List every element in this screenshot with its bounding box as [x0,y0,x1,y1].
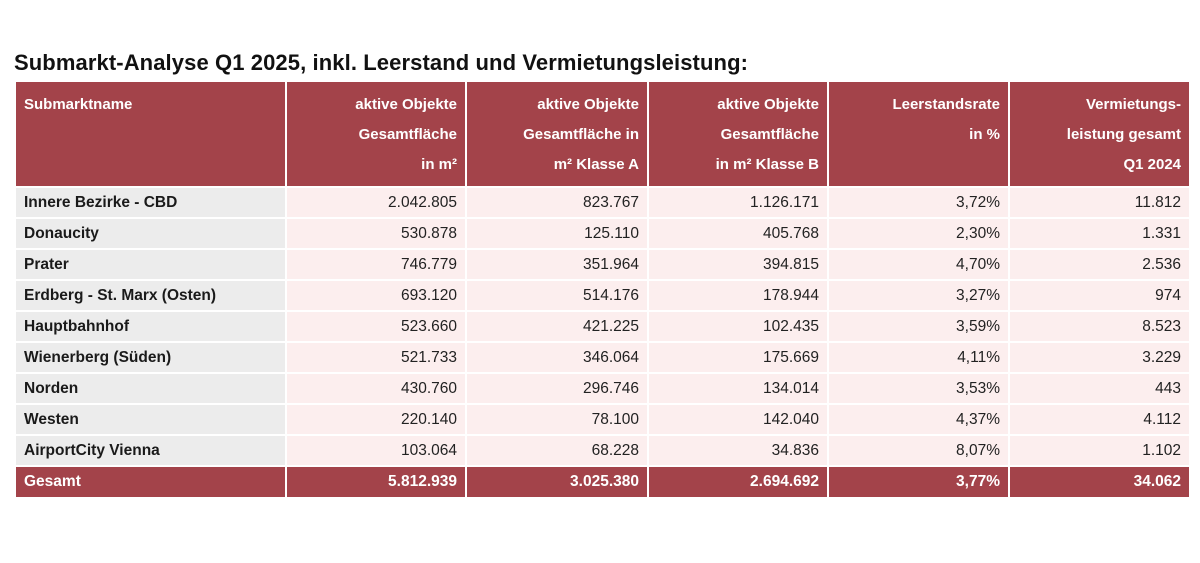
cell-submarktname: Hauptbahnhof [14,310,287,343]
table-row: Hauptbahnhof 523.660 421.225 102.435 3,5… [14,310,1191,343]
cell-total: 521.733 [285,341,467,374]
cell-leerstand: 8,07% [827,434,1010,467]
cell-leerstand: 4,37% [827,403,1010,436]
cell-submarktname: Wienerberg (Süden) [14,341,287,374]
header-line: Gesamtfläche in [523,126,639,143]
cell-vermietung: 3.229 [1008,341,1191,374]
cell-total: 523.660 [285,310,467,343]
cell-klasse-b: 178.944 [647,279,829,312]
cell-leerstand: 4,70% [827,248,1010,281]
cell-submarktname: Donaucity [14,217,287,250]
cell-submarktname: Prater [14,248,287,281]
cell-klasse-a: 514.176 [465,279,649,312]
cell-klasse-b: 405.768 [647,217,829,250]
table-row: Innere Bezirke - CBD 2.042.805 823.767 1… [14,186,1191,219]
cell-klasse-a: 296.746 [465,372,649,405]
submarket-table: Submarktname aktive Objekte Gesamtfläche… [14,80,1191,499]
cell-total: 430.760 [285,372,467,405]
total-label: Gesamt [14,465,287,499]
cell-total: 103.064 [285,434,467,467]
cell-leerstand: 2,30% [827,217,1010,250]
header-line: in m² [421,156,457,173]
table-row: Donaucity 530.878 125.110 405.768 2,30% … [14,217,1191,250]
total-klasse-b: 2.694.692 [647,465,829,499]
cell-leerstand: 3,53% [827,372,1010,405]
cell-submarktname: Erdberg - St. Marx (Osten) [14,279,287,312]
cell-vermietung: 443 [1008,372,1191,405]
cell-klasse-a: 78.100 [465,403,649,436]
cell-vermietung: 1.331 [1008,217,1191,250]
page-title: Submarkt-Analyse Q1 2025, inkl. Leerstan… [14,50,749,75]
cell-submarktname: AirportCity Vienna [14,434,287,467]
cell-klasse-b: 1.126.171 [647,186,829,219]
total-leerstand: 3,77% [827,465,1010,499]
total-gesamtflaeche: 5.812.939 [285,465,467,499]
header-vermietungsleistung: Vermietungs- leistung gesamt Q1 2024 [1008,80,1191,188]
cell-klasse-a: 421.225 [465,310,649,343]
table-row: Erdberg - St. Marx (Osten) 693.120 514.1… [14,279,1191,312]
cell-vermietung: 974 [1008,279,1191,312]
cell-klasse-b: 34.836 [647,434,829,467]
cell-leerstand: 3,72% [827,186,1010,219]
header-line: m² Klasse A [553,156,639,173]
cell-total: 220.140 [285,403,467,436]
total-row: Gesamt 5.812.939 3.025.380 2.694.692 3,7… [14,465,1191,499]
header-line: in m² Klasse B [715,156,819,173]
header-klasse-b: aktive Objekte Gesamtfläche in m² Klasse… [647,80,829,188]
cell-vermietung: 2.536 [1008,248,1191,281]
cell-klasse-a: 351.964 [465,248,649,281]
header-row: Submarktname aktive Objekte Gesamtfläche… [14,80,1191,188]
header-leerstandsrate: Leerstandsrate in % [827,80,1010,188]
header-line: aktive Objekte [717,96,819,113]
cell-klasse-b: 175.669 [647,341,829,374]
total-vermietung: 34.062 [1008,465,1191,499]
total-klasse-a: 3.025.380 [465,465,649,499]
cell-vermietung: 1.102 [1008,434,1191,467]
header-submarktname: Submarktname [14,80,287,188]
cell-klasse-b: 142.040 [647,403,829,436]
header-line: Submarktname [24,96,133,113]
cell-submarktname: Norden [14,372,287,405]
cell-submarktname: Innere Bezirke - CBD [14,186,287,219]
cell-vermietung: 8.523 [1008,310,1191,343]
header-line: Gesamtfläche [358,126,457,143]
table-row: Norden 430.760 296.746 134.014 3,53% 443 [14,372,1191,405]
cell-total: 530.878 [285,217,467,250]
cell-leerstand: 3,27% [827,279,1010,312]
cell-klasse-b: 394.815 [647,248,829,281]
cell-klasse-a: 346.064 [465,341,649,374]
header-gesamtflaeche: aktive Objekte Gesamtfläche in m² [285,80,467,188]
cell-vermietung: 11.812 [1008,186,1191,219]
table-row: Prater 746.779 351.964 394.815 4,70% 2.5… [14,248,1191,281]
cell-klasse-a: 125.110 [465,217,649,250]
table-row: Westen 220.140 78.100 142.040 4,37% 4.11… [14,403,1191,436]
cell-total: 2.042.805 [285,186,467,219]
header-line: Gesamtfläche [720,126,819,143]
cell-klasse-b: 134.014 [647,372,829,405]
header-line: aktive Objekte [537,96,639,113]
header-klasse-a: aktive Objekte Gesamtfläche in m² Klasse… [465,80,649,188]
cell-total: 693.120 [285,279,467,312]
cell-klasse-b: 102.435 [647,310,829,343]
cell-leerstand: 4,11% [827,341,1010,374]
table-row: Wienerberg (Süden) 521.733 346.064 175.6… [14,341,1191,374]
cell-vermietung: 4.112 [1008,403,1191,436]
header-line: aktive Objekte [355,96,457,113]
cell-klasse-a: 823.767 [465,186,649,219]
table-row: AirportCity Vienna 103.064 68.228 34.836… [14,434,1191,467]
cell-total: 746.779 [285,248,467,281]
header-line: in % [969,126,1000,143]
cell-klasse-a: 68.228 [465,434,649,467]
header-line: leistung gesamt [1066,126,1181,143]
header-line: Q1 2024 [1123,156,1181,173]
cell-submarktname: Westen [14,403,287,436]
cell-leerstand: 3,59% [827,310,1010,343]
header-line: Vermietungs- [1085,96,1181,113]
header-line: Leerstandsrate [892,96,1000,113]
